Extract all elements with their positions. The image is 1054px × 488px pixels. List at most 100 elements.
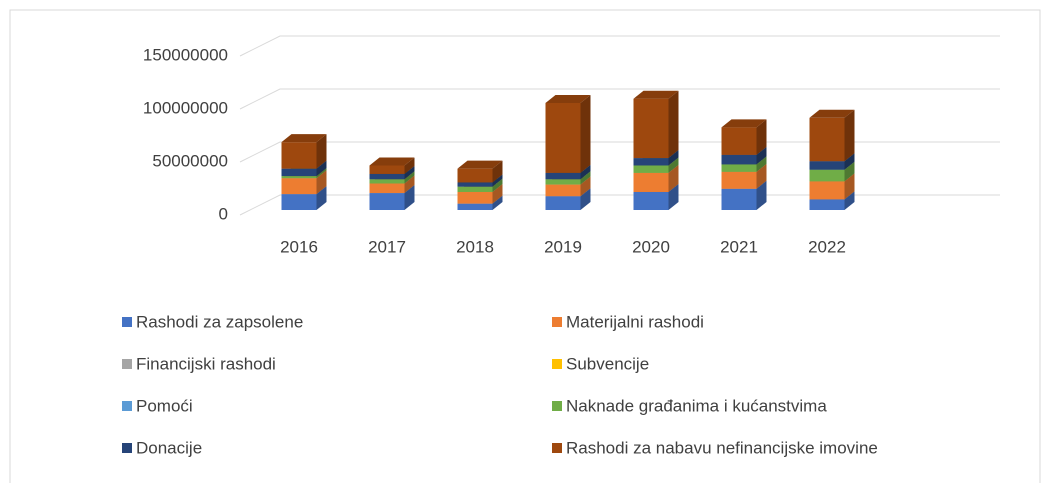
bar-front <box>545 172 581 180</box>
bar-side <box>756 163 767 189</box>
bar-top <box>545 94 591 103</box>
bar-top <box>369 157 415 166</box>
legend-swatch <box>552 359 562 369</box>
bar-front <box>721 164 757 172</box>
bar-front <box>633 165 669 173</box>
legend-label: Rashodi za nabavu nefinancijske imovine <box>566 438 878 457</box>
bar-front <box>809 161 845 170</box>
legend-label: Subvencije <box>566 354 649 373</box>
legend-swatch <box>122 359 132 369</box>
bar-side <box>668 150 679 166</box>
bar-side <box>844 191 855 210</box>
bar-side <box>668 183 679 210</box>
x-tick-label: 2017 <box>368 237 406 256</box>
bar-side <box>316 168 327 179</box>
bar-side <box>756 180 767 210</box>
bar-top <box>633 90 679 99</box>
bar-side <box>668 164 679 192</box>
bar-front <box>281 176 317 179</box>
bar-side <box>756 146 767 165</box>
bar-side <box>492 178 503 192</box>
x-tick-label: 2016 <box>280 237 318 256</box>
bar-front <box>457 186 493 192</box>
bar-side <box>404 165 415 180</box>
x-tick-label: 2020 <box>632 237 670 256</box>
x-tick-label: 2021 <box>720 237 758 256</box>
bar-side <box>844 173 855 200</box>
bar-segment <box>369 157 415 174</box>
bar-segment <box>457 160 503 183</box>
bar-front <box>721 127 757 155</box>
bar-front <box>369 183 405 194</box>
bar-front <box>633 98 669 159</box>
y-tick-label: 0 <box>219 204 228 223</box>
legend-swatch <box>552 317 562 327</box>
x-tick-label: 2019 <box>544 237 582 256</box>
bar-segment <box>281 134 327 169</box>
y-tick-label: 100000000 <box>143 98 228 117</box>
legend-label: Pomoći <box>136 396 193 415</box>
bar-side <box>756 119 767 155</box>
bar-top <box>281 134 327 143</box>
legend-swatch <box>552 443 562 453</box>
bar-segment <box>809 109 855 162</box>
bar-side <box>844 109 855 162</box>
bar-side <box>404 185 415 210</box>
bar-front <box>545 196 581 210</box>
bar-segment <box>545 94 591 173</box>
bar-front <box>545 184 581 197</box>
bar-side <box>844 153 855 170</box>
legend-label: Rashodi za zapsolene <box>136 312 303 331</box>
bar-top <box>721 119 767 128</box>
bar-side <box>492 174 503 187</box>
bar-side <box>404 171 415 184</box>
bar-side <box>492 195 503 210</box>
bar-front <box>545 102 581 173</box>
bar-front <box>545 179 581 185</box>
bar-front <box>281 178 317 195</box>
bar-front <box>809 181 845 200</box>
bar-front <box>281 142 317 169</box>
bar-side <box>580 94 591 173</box>
bar-side <box>316 160 327 177</box>
y-tick-label: 150000000 <box>143 45 228 64</box>
bar-front <box>457 191 493 204</box>
bar-side <box>316 170 327 195</box>
legend-label: Donacije <box>136 438 202 457</box>
bar-side <box>580 176 591 197</box>
bar-side <box>580 171 591 185</box>
bar-front <box>721 188 757 210</box>
bar-front <box>721 171 757 189</box>
bar-front <box>809 117 845 162</box>
bar-front <box>369 165 405 174</box>
bar-front <box>809 169 845 182</box>
legend-swatch <box>552 401 562 411</box>
bar-side <box>316 134 327 169</box>
bar-side <box>668 90 679 159</box>
bar-segment <box>633 90 679 159</box>
legend-label: Financijski rashodi <box>136 354 276 373</box>
bar-side <box>580 164 591 180</box>
legend-label: Naknade građanima i kućanstvima <box>566 396 827 415</box>
bar-side <box>404 157 415 174</box>
y-tick-label: 50000000 <box>152 151 228 170</box>
bar-side <box>492 160 503 183</box>
bar-side <box>492 183 503 204</box>
x-tick-label: 2018 <box>456 237 494 256</box>
bar-front <box>457 203 493 210</box>
legend-swatch <box>122 443 132 453</box>
bar-front <box>281 168 317 177</box>
bar-front <box>809 199 845 210</box>
bar-front <box>721 154 757 165</box>
bar-front <box>457 182 493 187</box>
grid-line <box>239 35 1000 57</box>
bar-segment <box>721 119 767 155</box>
x-tick-label: 2022 <box>808 237 846 256</box>
chart-frame <box>9 9 1041 488</box>
legend-label: Materijalni rashodi <box>566 312 704 331</box>
legend-swatch <box>122 317 132 327</box>
bar-top <box>457 160 503 169</box>
bar-side <box>316 186 327 210</box>
bar-front <box>457 168 493 183</box>
